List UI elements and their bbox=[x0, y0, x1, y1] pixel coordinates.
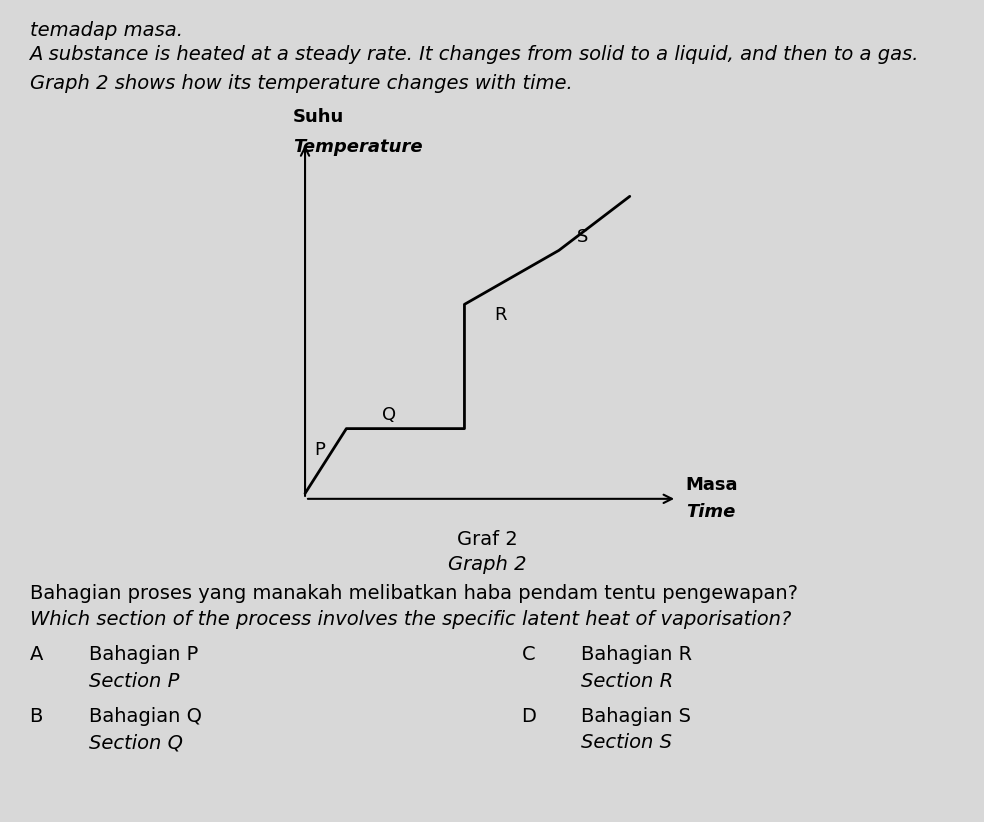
Text: C: C bbox=[522, 645, 535, 664]
Text: Which section of the process involves the specific latent heat of vaporisation?: Which section of the process involves th… bbox=[30, 610, 791, 629]
Text: Q: Q bbox=[382, 406, 396, 424]
Text: Section R: Section R bbox=[581, 672, 673, 690]
Text: R: R bbox=[494, 306, 507, 324]
Text: Suhu: Suhu bbox=[293, 109, 344, 126]
Text: B: B bbox=[30, 707, 43, 726]
Text: P: P bbox=[314, 441, 325, 459]
Text: Bahagian proses yang manakah melibatkan haba pendam tentu pengewapan?: Bahagian proses yang manakah melibatkan … bbox=[30, 584, 797, 603]
Text: Graph 2 shows how its temperature changes with time.: Graph 2 shows how its temperature change… bbox=[30, 74, 573, 93]
Text: Section P: Section P bbox=[89, 672, 179, 690]
Text: Section S: Section S bbox=[581, 733, 671, 752]
Text: Graph 2: Graph 2 bbox=[448, 555, 526, 574]
Text: Bahagian P: Bahagian P bbox=[89, 645, 198, 664]
Text: temadap masa.: temadap masa. bbox=[30, 21, 182, 39]
Text: S: S bbox=[577, 228, 588, 246]
Text: Bahagian Q: Bahagian Q bbox=[89, 707, 202, 726]
Text: Section Q: Section Q bbox=[89, 733, 183, 752]
Text: Graf 2: Graf 2 bbox=[457, 530, 518, 549]
Text: D: D bbox=[522, 707, 536, 726]
Text: Bahagian R: Bahagian R bbox=[581, 645, 692, 664]
Text: Temperature: Temperature bbox=[293, 138, 423, 156]
Text: Masa: Masa bbox=[686, 476, 738, 494]
Text: Time: Time bbox=[686, 503, 735, 521]
Text: A substance is heated at a steady rate. It changes from solid to a liquid, and t: A substance is heated at a steady rate. … bbox=[30, 45, 919, 64]
Text: A: A bbox=[30, 645, 43, 664]
Text: Bahagian S: Bahagian S bbox=[581, 707, 691, 726]
